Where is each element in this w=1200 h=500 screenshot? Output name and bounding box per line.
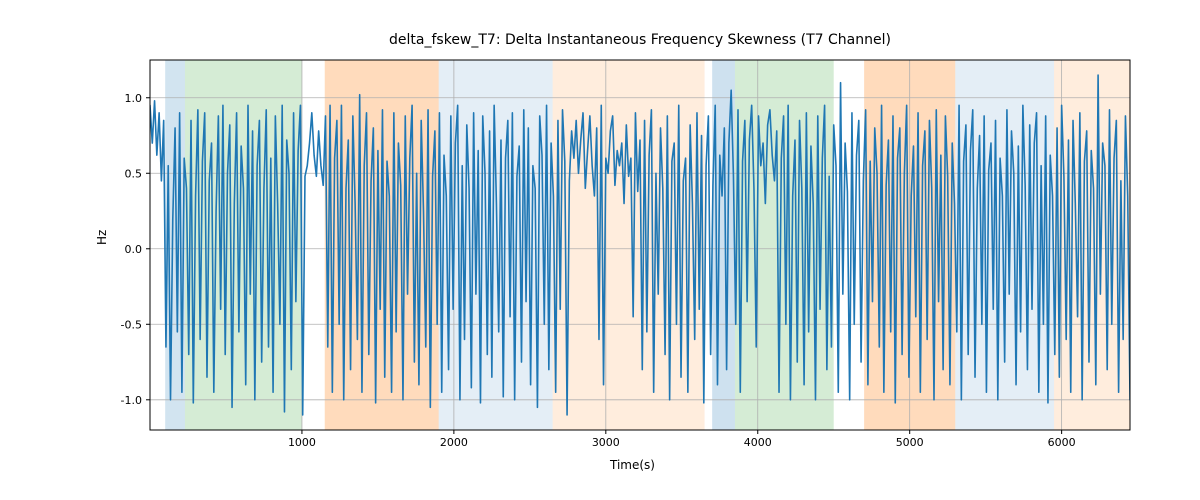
y-tick-label: -1.0	[121, 394, 142, 407]
x-tick-label: 6000	[1048, 436, 1076, 449]
y-axis-label: Hz	[95, 230, 109, 245]
x-tick-label: 4000	[744, 436, 772, 449]
y-tick-label: 0.5	[125, 167, 143, 180]
x-tick-label: 5000	[896, 436, 924, 449]
plot-svg: 1000 2000 3000 4000 5000 6000 -1.0 -0.5 0.0 0.5 1.…	[0, 0, 1200, 500]
x-tick-label: 1000	[288, 436, 316, 449]
x-tick-label: 2000	[440, 436, 468, 449]
y-tick-label: 0.0	[125, 243, 143, 256]
x-axis-label: Time(s)	[610, 458, 655, 472]
chart-container: delta_fskew_T7: Delta Instantaneous Freq…	[0, 0, 1200, 500]
y-tick-label: -0.5	[121, 318, 142, 331]
x-tick-label: 3000	[592, 436, 620, 449]
y-tick-label: 1.0	[125, 92, 143, 105]
